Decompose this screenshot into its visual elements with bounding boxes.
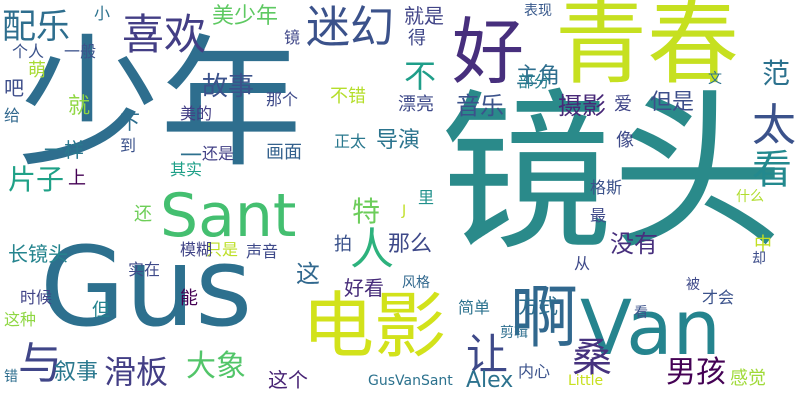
word-配乐: 配乐 bbox=[2, 7, 70, 47]
word-迷幻: 迷幻 bbox=[306, 2, 394, 53]
word-下: 下 bbox=[120, 110, 140, 134]
word-里: 里 bbox=[418, 188, 435, 207]
word-大象: 大象 bbox=[186, 349, 246, 384]
word-还是: 还是 bbox=[202, 144, 235, 163]
word-错: 错 bbox=[4, 369, 18, 385]
word-像: 像 bbox=[616, 130, 634, 151]
word-滑板: 滑板 bbox=[104, 353, 169, 391]
word-好看: 好看 bbox=[344, 276, 384, 300]
word-片子: 片子 bbox=[8, 163, 65, 196]
word-模糊: 模糊 bbox=[180, 240, 213, 259]
word-这: 这 bbox=[296, 260, 320, 288]
word-little: Little bbox=[568, 373, 604, 389]
word-叙事: 叙事 bbox=[54, 360, 99, 385]
word-那个: 那个 bbox=[266, 90, 299, 109]
word-sant: Sant bbox=[160, 181, 297, 251]
word-简单: 简单 bbox=[458, 298, 491, 317]
word-时候: 时候 bbox=[20, 288, 53, 307]
word-上: 上 bbox=[68, 168, 86, 189]
word-但是: 但是 bbox=[650, 90, 695, 115]
word-gus: Gus bbox=[40, 223, 253, 351]
word-与: 与 bbox=[18, 338, 62, 389]
word-一: 一 bbox=[180, 144, 203, 169]
word-范: 范 bbox=[762, 57, 791, 90]
word-小: 小 bbox=[94, 4, 111, 23]
word-吧: 吧 bbox=[4, 76, 24, 100]
word-感觉: 感觉 bbox=[730, 368, 766, 389]
word-少年: 少年 bbox=[18, 22, 302, 187]
word-gusvansant: GusVanSant bbox=[368, 373, 453, 389]
word-表现: 表现 bbox=[524, 3, 552, 19]
word-什么: 什么 bbox=[736, 189, 764, 205]
word-不错: 不错 bbox=[330, 86, 366, 107]
word-部分: 部分 bbox=[518, 72, 551, 91]
word-美的: 美的 bbox=[180, 104, 213, 123]
word-好: 好 bbox=[452, 10, 525, 94]
word-男孩: 男孩 bbox=[666, 355, 726, 390]
word-就是: 就是 bbox=[404, 4, 444, 28]
word-alex: Alex bbox=[466, 368, 514, 393]
word-j: J bbox=[402, 203, 407, 219]
word-只是: 只是 bbox=[206, 240, 239, 259]
word-没有: 没有 bbox=[610, 230, 658, 258]
word-拍: 拍 bbox=[334, 234, 352, 255]
word-啊: 啊 bbox=[510, 279, 579, 358]
word-这个: 这个 bbox=[268, 368, 308, 392]
word-才会: 才会 bbox=[702, 288, 735, 307]
word-但: 但 bbox=[92, 300, 110, 321]
word-从: 从 bbox=[574, 254, 591, 273]
word-漂亮: 漂亮 bbox=[398, 94, 434, 115]
word-美少年: 美少年 bbox=[212, 4, 279, 29]
word-萌: 萌 bbox=[28, 60, 46, 81]
word-特: 特 bbox=[352, 195, 381, 228]
word-人: 人 bbox=[350, 224, 394, 275]
word-声音: 声音 bbox=[246, 242, 279, 261]
word-到: 到 bbox=[120, 136, 137, 155]
word-看: 看 bbox=[752, 147, 792, 193]
word-主角: 主角 bbox=[516, 64, 561, 89]
word-能: 能 bbox=[180, 288, 198, 309]
word-给: 给 bbox=[4, 106, 21, 125]
word-那么: 那么 bbox=[388, 232, 433, 257]
word-正太: 正太 bbox=[334, 132, 367, 151]
word-得: 得 bbox=[408, 28, 426, 49]
word-van: Van bbox=[580, 283, 721, 372]
word-被: 被 bbox=[686, 277, 700, 293]
word-一样: 一样 bbox=[44, 138, 84, 162]
word-爱: 爱 bbox=[614, 94, 632, 115]
word-就: 就 bbox=[68, 94, 91, 119]
word-还: 还 bbox=[134, 204, 152, 225]
word-其实: 其实 bbox=[170, 160, 203, 179]
word-格斯: 格斯 bbox=[590, 178, 623, 197]
word-喜欢: 喜欢 bbox=[122, 10, 207, 59]
word-让: 让 bbox=[466, 330, 509, 379]
word-个人: 个人 bbox=[12, 42, 45, 61]
word-不: 不 bbox=[404, 57, 437, 95]
word-青春: 青春 bbox=[555, 0, 740, 97]
word-镜: 镜 bbox=[284, 28, 301, 47]
word-画面: 画面 bbox=[266, 142, 302, 163]
word-内心: 内心 bbox=[518, 362, 551, 381]
word-最: 最 bbox=[590, 206, 607, 225]
word-长镜头: 长镜头 bbox=[8, 242, 68, 266]
word-音乐: 音乐 bbox=[456, 92, 504, 120]
word-故事: 故事 bbox=[202, 72, 255, 102]
word-太: 太 bbox=[752, 100, 796, 151]
word-镜头: 镜头 bbox=[440, 73, 784, 274]
word-却: 却 bbox=[752, 251, 766, 267]
word-实在: 实在 bbox=[128, 260, 161, 279]
word-文: 文 bbox=[708, 71, 722, 87]
word-剪辑: 剪辑 bbox=[500, 325, 528, 341]
word-摄影: 摄影 bbox=[558, 92, 606, 120]
word-桑: 桑 bbox=[572, 335, 612, 381]
word-风格: 风格 bbox=[402, 275, 430, 291]
word-这种: 这种 bbox=[4, 310, 37, 329]
word-看: 看 bbox=[634, 305, 648, 321]
word-导演: 导演 bbox=[376, 128, 421, 153]
word-电影: 电影 bbox=[302, 284, 447, 368]
word-一般: 一般 bbox=[64, 42, 97, 61]
word-中: 中 bbox=[754, 234, 772, 255]
word-方式: 方式 bbox=[518, 294, 558, 318]
